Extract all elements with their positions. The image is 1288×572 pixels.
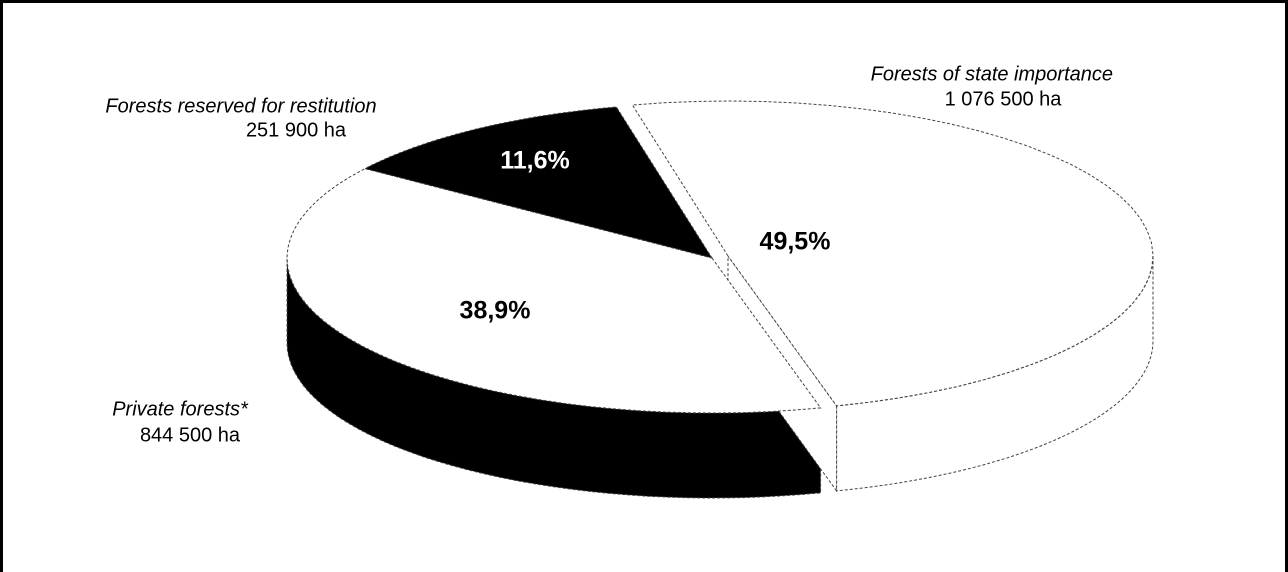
pie-slice — [286, 168, 822, 414]
area-label: 844 500 ha — [140, 424, 241, 446]
pie-slice — [363, 106, 714, 259]
value-label: 49,5% — [760, 228, 831, 256]
area-label: 1 076 500 ha — [945, 88, 1063, 110]
category-label: Private forests* — [112, 398, 249, 420]
category-label: Forests reserved for restitution — [105, 95, 376, 117]
value-label: 11,6% — [500, 147, 570, 175]
area-label: 251 900 ha — [246, 119, 347, 141]
value-label: 38,9% — [460, 297, 531, 325]
category-label: Forests of state importance — [871, 63, 1113, 85]
pie-slice — [631, 100, 1154, 407]
